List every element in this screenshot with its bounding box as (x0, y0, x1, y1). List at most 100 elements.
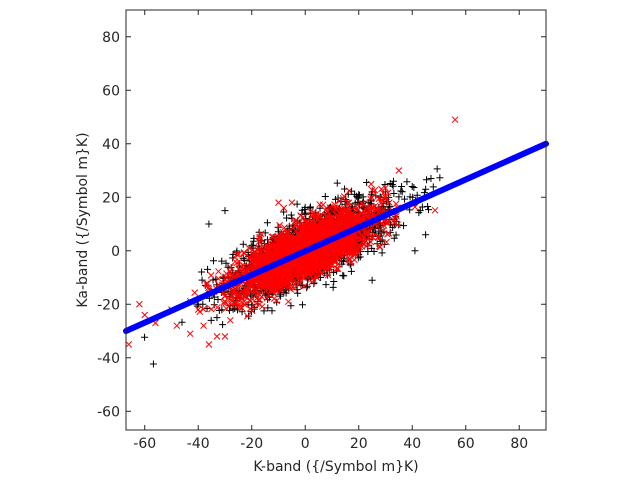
plus-point (322, 281, 330, 289)
cross-point (274, 232, 281, 240)
cross-point (305, 224, 313, 232)
plus-point (321, 192, 329, 200)
cross-point (305, 235, 313, 243)
cross-point (283, 243, 291, 250)
plus-point (316, 204, 324, 212)
plus-point (378, 249, 386, 257)
cross-point (345, 187, 353, 195)
cross-point (336, 239, 344, 247)
cross-point (260, 251, 268, 259)
cross-point (191, 289, 199, 296)
cross-point (361, 205, 369, 213)
y-tick-label: -20 (97, 297, 120, 313)
cross-point (291, 237, 299, 244)
cross-point (257, 261, 265, 268)
plus-point (418, 203, 426, 211)
cross-point (249, 281, 256, 289)
plus-point (347, 267, 355, 275)
cross-point (255, 244, 263, 252)
cross-point (342, 248, 350, 255)
plus-point (403, 178, 411, 186)
cross-point (207, 271, 215, 279)
cross-point (325, 243, 333, 251)
x-tick-label: 60 (457, 436, 475, 452)
plus-point (141, 333, 149, 341)
cross-point (341, 223, 348, 230)
cross-point (257, 239, 264, 247)
cross-point (250, 263, 258, 271)
cross-point (303, 217, 311, 225)
cross-point (368, 186, 376, 194)
cross-point (125, 341, 133, 348)
plus-point (204, 265, 212, 273)
cross-point (395, 167, 403, 174)
plus-point (218, 257, 226, 265)
cross-point (307, 231, 314, 239)
plus-point (245, 312, 253, 320)
cross-point (324, 271, 332, 279)
cross-point (290, 284, 298, 292)
plus-point (283, 214, 291, 222)
cross-point (246, 296, 254, 304)
cross-point (375, 233, 382, 240)
cross-point (378, 185, 385, 193)
cross-point (329, 221, 337, 228)
cross-point (315, 253, 323, 261)
cross-point (303, 223, 310, 231)
cross-point (289, 237, 297, 244)
cross-point (293, 243, 301, 251)
cross-point (227, 296, 235, 303)
plus-point (222, 259, 230, 267)
cross-point (207, 305, 215, 313)
plus-point (429, 183, 437, 191)
cross-point (352, 232, 360, 240)
cross-point (334, 265, 342, 273)
cross-point (263, 294, 271, 302)
cross-point (373, 206, 381, 214)
cross-point (256, 296, 263, 304)
cross-point (337, 216, 345, 223)
cross-point (292, 270, 300, 277)
x-tick-label: 80 (510, 436, 528, 452)
cross-point (363, 228, 371, 236)
cross-point (275, 199, 282, 206)
plus-point (406, 193, 414, 201)
plus-point (395, 193, 403, 201)
cross-point (375, 243, 383, 250)
cross-point (297, 225, 305, 233)
plus-point (298, 301, 306, 309)
cross-point (345, 199, 353, 207)
cross-point (325, 264, 332, 271)
cross-point (222, 305, 230, 312)
cross-point (359, 237, 367, 245)
plus-point (423, 176, 431, 184)
cross-point (213, 333, 221, 340)
cross-point (352, 203, 360, 210)
cross-point (348, 215, 355, 223)
cross-point (367, 195, 374, 203)
cross-point (240, 301, 248, 308)
plus-point (411, 247, 419, 255)
plus-point (436, 174, 444, 182)
plot-frame (125, 9, 547, 431)
cross-point (215, 268, 222, 275)
cross-point (316, 261, 324, 269)
cross-point (257, 230, 265, 238)
cross-point (226, 316, 234, 324)
cross-point (222, 299, 230, 306)
plus-point (294, 289, 302, 297)
cross-point (371, 186, 379, 194)
cross-point (231, 300, 239, 308)
cross-point (245, 244, 253, 252)
cross-point (346, 256, 353, 264)
plus-point (205, 220, 213, 228)
cross-point (306, 269, 313, 277)
cross-point (220, 299, 228, 307)
cross-point (316, 214, 324, 221)
cross-point (215, 275, 222, 283)
cross-point (363, 211, 370, 219)
plus-point (356, 253, 364, 261)
plus-point (178, 318, 186, 326)
plus-point (427, 175, 435, 183)
cross-point (284, 262, 292, 269)
